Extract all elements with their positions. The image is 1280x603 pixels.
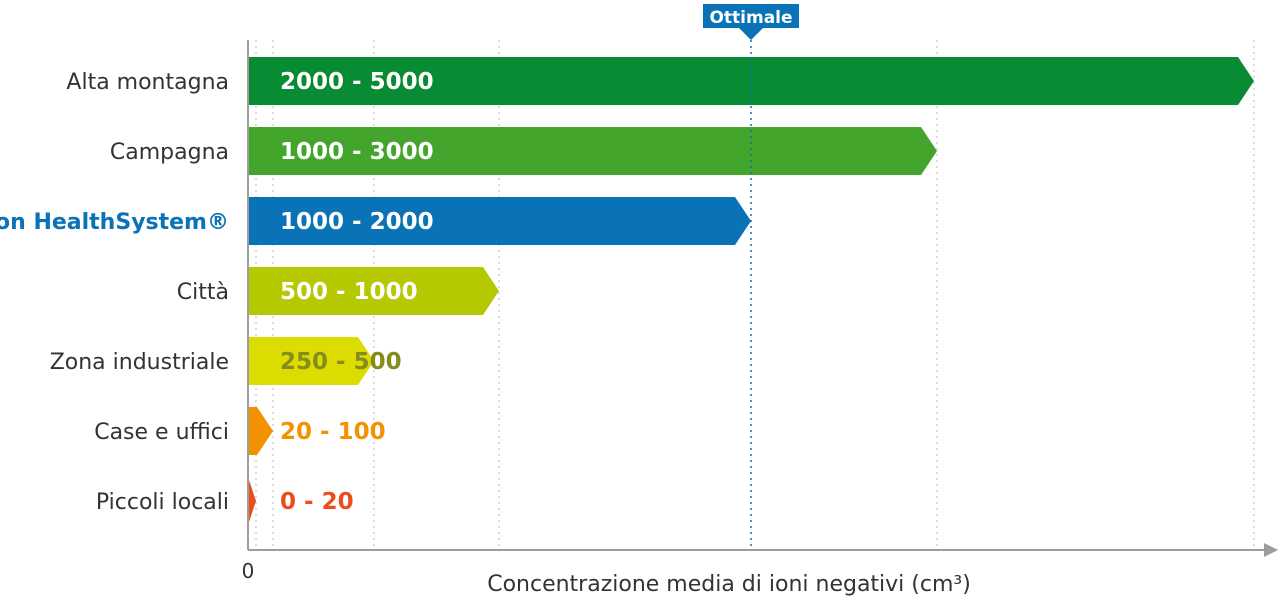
- bars-group: 2000 - 5000 1000 - 3000 1000 - 2000 500 - 1…: [248, 57, 1254, 525]
- category-label: Piccoli locali: [96, 490, 229, 515]
- bar: [248, 407, 273, 455]
- category-label: Case e uffici: [94, 420, 229, 445]
- bar-value-label: 2000 - 5000: [280, 69, 434, 95]
- category-label: con HealthSystem®: [0, 210, 229, 235]
- bar-value-label: 20 - 100: [280, 419, 386, 445]
- category-label: Zona industriale: [50, 350, 229, 375]
- bar: [248, 127, 937, 175]
- bar: [248, 197, 751, 245]
- bar: [248, 337, 374, 385]
- x-tick-label: 0: [242, 559, 255, 583]
- x-axis-title: Concentrazione media di ioni negativi (c…: [487, 572, 971, 597]
- x-axis-arrow-icon: [1264, 543, 1278, 557]
- category-label: Alta montagna: [66, 70, 229, 95]
- optimal-marker-tag: [703, 4, 799, 40]
- axes: 0 Concentrazione media di ioni negativi …: [242, 40, 1278, 597]
- bar: [248, 477, 256, 525]
- bar-value-label: 250 - 500: [280, 349, 402, 375]
- optimal-marker-label: Ottimale: [709, 8, 792, 28]
- optimal-marker: Ottimale: [703, 4, 799, 550]
- category-label: Campagna: [110, 140, 229, 165]
- bar-value-label: 1000 - 3000: [280, 139, 434, 165]
- bar: [248, 267, 499, 315]
- bar-value-label: 1000 - 2000: [280, 209, 434, 235]
- bar-value-label: 0 - 20: [280, 489, 354, 515]
- grid-lines: [255, 40, 1255, 550]
- bar: [248, 57, 1254, 105]
- category-label: Città: [177, 280, 229, 305]
- category-labels: Alta montagna Campagna con HealthSystem® Ci…: [0, 70, 229, 515]
- bar-value-label: 500 - 1000: [280, 279, 418, 305]
